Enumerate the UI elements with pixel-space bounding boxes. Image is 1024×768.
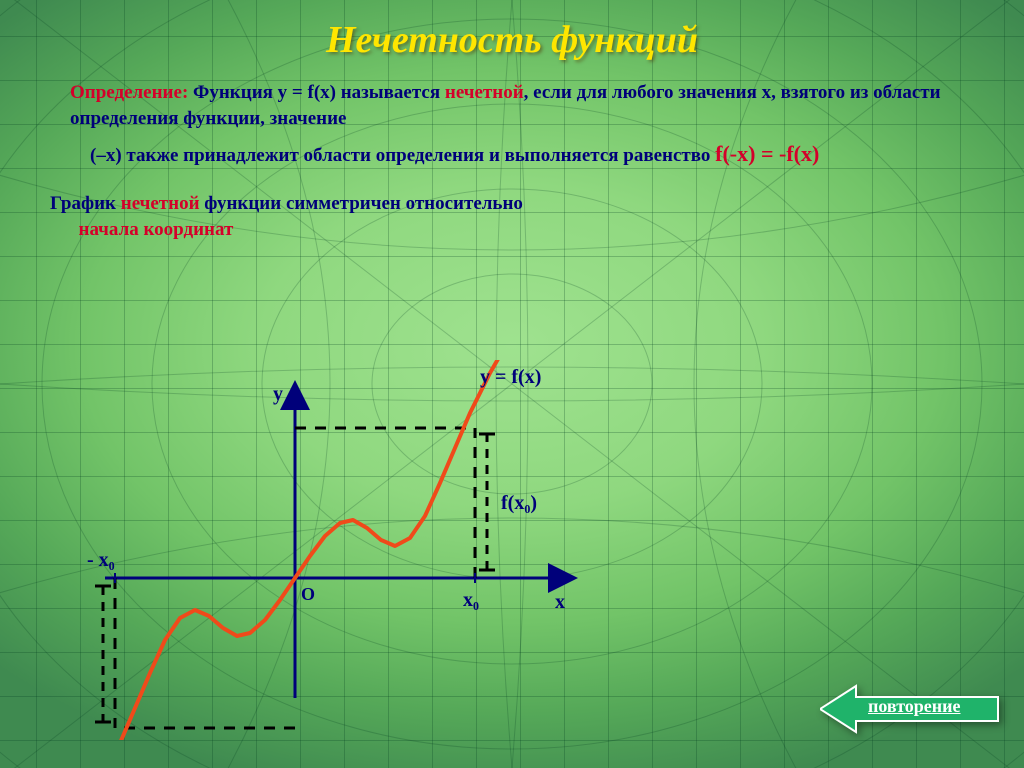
- svg-text:О: О: [301, 584, 315, 604]
- definition-paragraph: Определение: Функция y = f(x) называется…: [70, 80, 984, 131]
- definition-lead: Определение:: [70, 82, 188, 103]
- repeat-nav-button[interactable]: повторение: [820, 684, 1000, 734]
- sym-t2: функции симметричен относительно: [200, 193, 523, 214]
- sym-w1: нечетной: [121, 193, 200, 214]
- def-odd-word: нечетной: [445, 82, 524, 103]
- odd-function-chart: yxОy = f(x)x₀- x₀f(x₀)f(-x₀): [80, 360, 640, 740]
- def-t1: Функция y = f(x) называется: [188, 82, 445, 103]
- svg-text:- x₀: - x₀: [87, 549, 115, 571]
- svg-text:x: x: [555, 591, 565, 613]
- symmetry-paragraph: График нечетной функции симметричен отно…: [50, 191, 984, 242]
- chart-svg: yxОy = f(x)x₀- x₀f(x₀)f(-x₀): [80, 360, 640, 740]
- svg-text:x₀: x₀: [463, 589, 479, 611]
- svg-text:f(x₀): f(x₀): [501, 492, 537, 514]
- sym-t1: График: [50, 193, 121, 214]
- svg-text:y: y: [273, 383, 283, 405]
- sym-w2: начала координат: [79, 219, 234, 240]
- svg-text:y = f(x): y = f(x): [480, 366, 541, 388]
- slide-title: Нечетность функций: [40, 18, 984, 62]
- condition-paragraph: (–x) также принадлежит области определен…: [90, 139, 984, 169]
- nav-label: повторение: [868, 696, 961, 717]
- cond-t1: (–x) также принадлежит области определен…: [90, 145, 715, 166]
- formula: f(-x) = -f(x): [715, 141, 819, 166]
